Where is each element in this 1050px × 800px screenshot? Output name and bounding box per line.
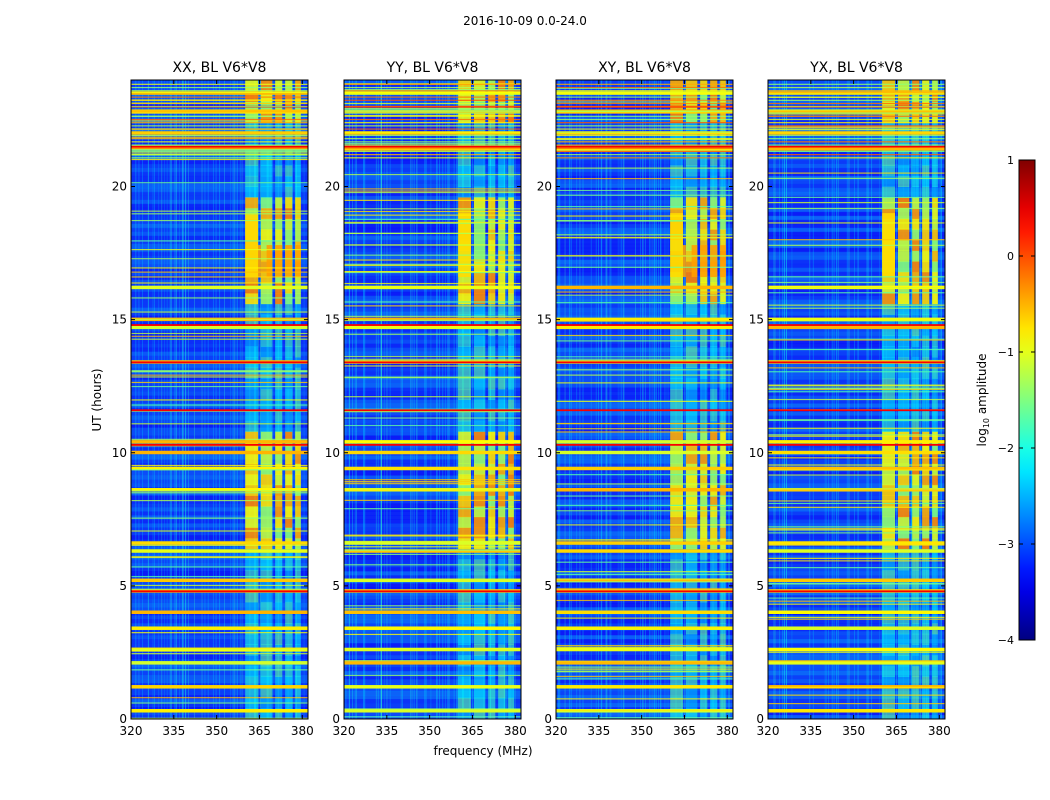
x-tick-label: 350 <box>630 724 653 738</box>
y-tick-label: 0 <box>332 712 340 726</box>
y-tick-label: 10 <box>749 446 764 460</box>
y-tick-label: 20 <box>325 180 340 194</box>
y-tick-label: 20 <box>749 180 764 194</box>
y-tick-label: 0 <box>119 712 127 726</box>
x-tick-label: 380 <box>928 724 951 738</box>
x-tick-label: 350 <box>418 724 441 738</box>
panel-4: YX, BL V6*V8 320 335 350 365 380 0 5 10 15 20 <box>749 60 951 738</box>
y-tick-label: 5 <box>119 579 127 593</box>
x-tick-label: 380 <box>716 724 739 738</box>
x-tick-label: 320 <box>757 724 780 738</box>
x-tick-label: 350 <box>205 724 228 738</box>
colorbar-tick-label: −2 <box>998 442 1014 455</box>
heatmap-image <box>344 80 521 719</box>
colorbar-tick-label: −1 <box>998 346 1014 359</box>
x-tick-label: 380 <box>291 724 314 738</box>
panel-frame <box>767 79 946 720</box>
y-tick-label: 0 <box>544 712 552 726</box>
panel-title: XY, BL V6*V8 <box>598 60 691 76</box>
x-tick-label: 335 <box>799 724 822 738</box>
colorbar-gradient <box>1018 159 1036 641</box>
colorbar: 1 0 −1 −2 −3 −4 log10 amplitude <box>975 154 1036 647</box>
x-tick-label: 320 <box>120 724 143 738</box>
x-axis-label: frequency (MHz) <box>433 744 532 758</box>
panel-1: XX, BL V6*V8 320 335 350 365 380 0 5 10 15 20 <box>112 60 314 738</box>
panel-title: YX, BL V6*V8 <box>809 60 903 76</box>
x-tick-label: 365 <box>461 724 484 738</box>
heatmap-image <box>768 80 945 719</box>
x-tick-label: 350 <box>842 724 865 738</box>
y-tick-label: 15 <box>749 313 764 327</box>
panel-frame <box>555 79 734 720</box>
x-tick-label: 365 <box>248 724 271 738</box>
colorbar-tick-label: −3 <box>998 538 1014 551</box>
y-tick-label: 5 <box>332 579 340 593</box>
panel-frame <box>130 79 309 720</box>
y-tick-label: 15 <box>112 313 127 327</box>
x-tick-label: 365 <box>885 724 908 738</box>
x-tick-label: 335 <box>162 724 185 738</box>
y-tick-label: 0 <box>756 712 764 726</box>
y-tick-label: 20 <box>112 180 127 194</box>
y-tick-label: 15 <box>537 313 552 327</box>
colorbar-label: log10 amplitude <box>975 354 991 447</box>
panel-title: XX, BL V6*V8 <box>173 60 267 76</box>
y-tick-label: 10 <box>112 446 127 460</box>
heatmap-image <box>131 80 308 719</box>
panel-title: YY, BL V6*V8 <box>386 60 479 76</box>
y-tick-label: 20 <box>537 180 552 194</box>
panel-2: YY, BL V6*V8 320 335 350 365 380 0 5 10 15 20 <box>325 60 527 738</box>
x-tick-label: 335 <box>587 724 610 738</box>
x-tick-label: 380 <box>504 724 527 738</box>
y-axis-label: UT (hours) <box>90 368 104 431</box>
x-tick-label: 365 <box>673 724 696 738</box>
y-tick-label: 10 <box>537 446 552 460</box>
heatmap-image <box>556 80 733 719</box>
y-tick-label: 15 <box>325 313 340 327</box>
colorbar-tick-label: −4 <box>998 634 1014 647</box>
x-tick-label: 335 <box>375 724 398 738</box>
y-tick-label: 5 <box>756 579 764 593</box>
figure-title: 2016-10-09 0.0-24.0 <box>463 14 587 28</box>
panel-3: XY, BL V6*V8 320 335 350 365 380 0 5 10 15 20 <box>537 60 739 738</box>
colorbar-tick-label: 0 <box>1007 250 1014 263</box>
x-tick-label: 320 <box>333 724 356 738</box>
colorbar-tick-label: 1 <box>1007 154 1014 167</box>
y-tick-label: 5 <box>544 579 552 593</box>
panel-frame <box>343 79 522 720</box>
x-tick-label: 320 <box>545 724 568 738</box>
y-tick-label: 10 <box>325 446 340 460</box>
